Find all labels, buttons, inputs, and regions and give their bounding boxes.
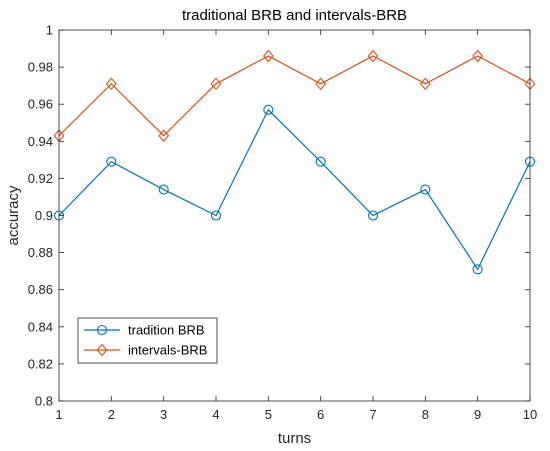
x-tick-label-5: 5 — [265, 407, 272, 422]
x-axis-title: turns — [278, 430, 311, 447]
y-tick-label-2: 0.82 — [28, 356, 53, 371]
data-point-s2-8 — [419, 77, 431, 91]
series-line-1 — [58, 108, 531, 271]
x-tick-label-3: 3 — [160, 407, 167, 422]
y-axis-title: accuracy — [5, 185, 22, 246]
y-tick-label-9: 0.96 — [28, 97, 53, 112]
legend-marker-2 — [96, 343, 108, 357]
series-layer — [53, 49, 536, 275]
legend-label-1: tradition BRB — [128, 323, 205, 338]
series-line-2 — [58, 55, 531, 137]
data-point-s1-2 — [106, 156, 117, 167]
x-tick-label-1: 1 — [55, 407, 62, 422]
data-point-s2-3 — [158, 129, 170, 143]
data-point-s2-4 — [210, 77, 222, 91]
x-tick-label-9: 9 — [474, 407, 481, 422]
data-point-s1-9 — [472, 264, 483, 275]
data-point-s1-4 — [210, 210, 222, 221]
data-point-s2-9 — [472, 49, 484, 63]
y-tick-label-3: 0.84 — [28, 319, 53, 334]
data-point-s2-5 — [262, 49, 274, 63]
x-tick-label-2: 2 — [108, 407, 115, 422]
data-point-s1-3 — [158, 184, 169, 195]
x-tick-label-4: 4 — [212, 407, 219, 422]
legend: tradition BRB intervals-BRB — [77, 317, 218, 364]
y-tick-label-4: 0.86 — [28, 282, 53, 297]
legend-entries: tradition BRB intervals-BRB — [84, 323, 207, 358]
data-point-s1-8 — [420, 184, 431, 195]
x-tick-label-6: 6 — [317, 407, 324, 422]
data-point-s2-6 — [315, 77, 327, 91]
chart-title: traditional BRB and intervals-BRB — [182, 7, 407, 24]
y-tick-label-10: 0.98 — [28, 60, 53, 75]
y-tick-label-7: 0.92 — [28, 171, 53, 186]
y-tick-label-6: 0.9 — [35, 208, 53, 223]
ticks-layer: 1 2 3 4 5 6 7 8 9 10 0.8 0.82 0.84 0.86 0.88 0.9 0.92 0.9… — [28, 23, 538, 423]
data-point-s1-5 — [263, 104, 274, 115]
y-tick-label-1: 0.8 — [35, 394, 53, 409]
y-tick-label-11: 1 — [46, 23, 53, 38]
data-point-s2-7 — [367, 49, 379, 63]
data-point-s1-6 — [315, 156, 326, 167]
x-tick-label-7: 7 — [369, 407, 376, 422]
legend-marker-1 — [96, 324, 108, 336]
y-tick-label-8: 0.94 — [28, 134, 53, 149]
legend-label-2: intervals-BRB — [128, 343, 207, 358]
x-tick-label-10: 10 — [523, 407, 537, 422]
x-tick-label-8: 8 — [422, 407, 429, 422]
data-point-s2-2 — [105, 77, 117, 91]
y-tick-label-5: 0.88 — [28, 245, 53, 260]
data-point-s1-7 — [367, 210, 379, 221]
